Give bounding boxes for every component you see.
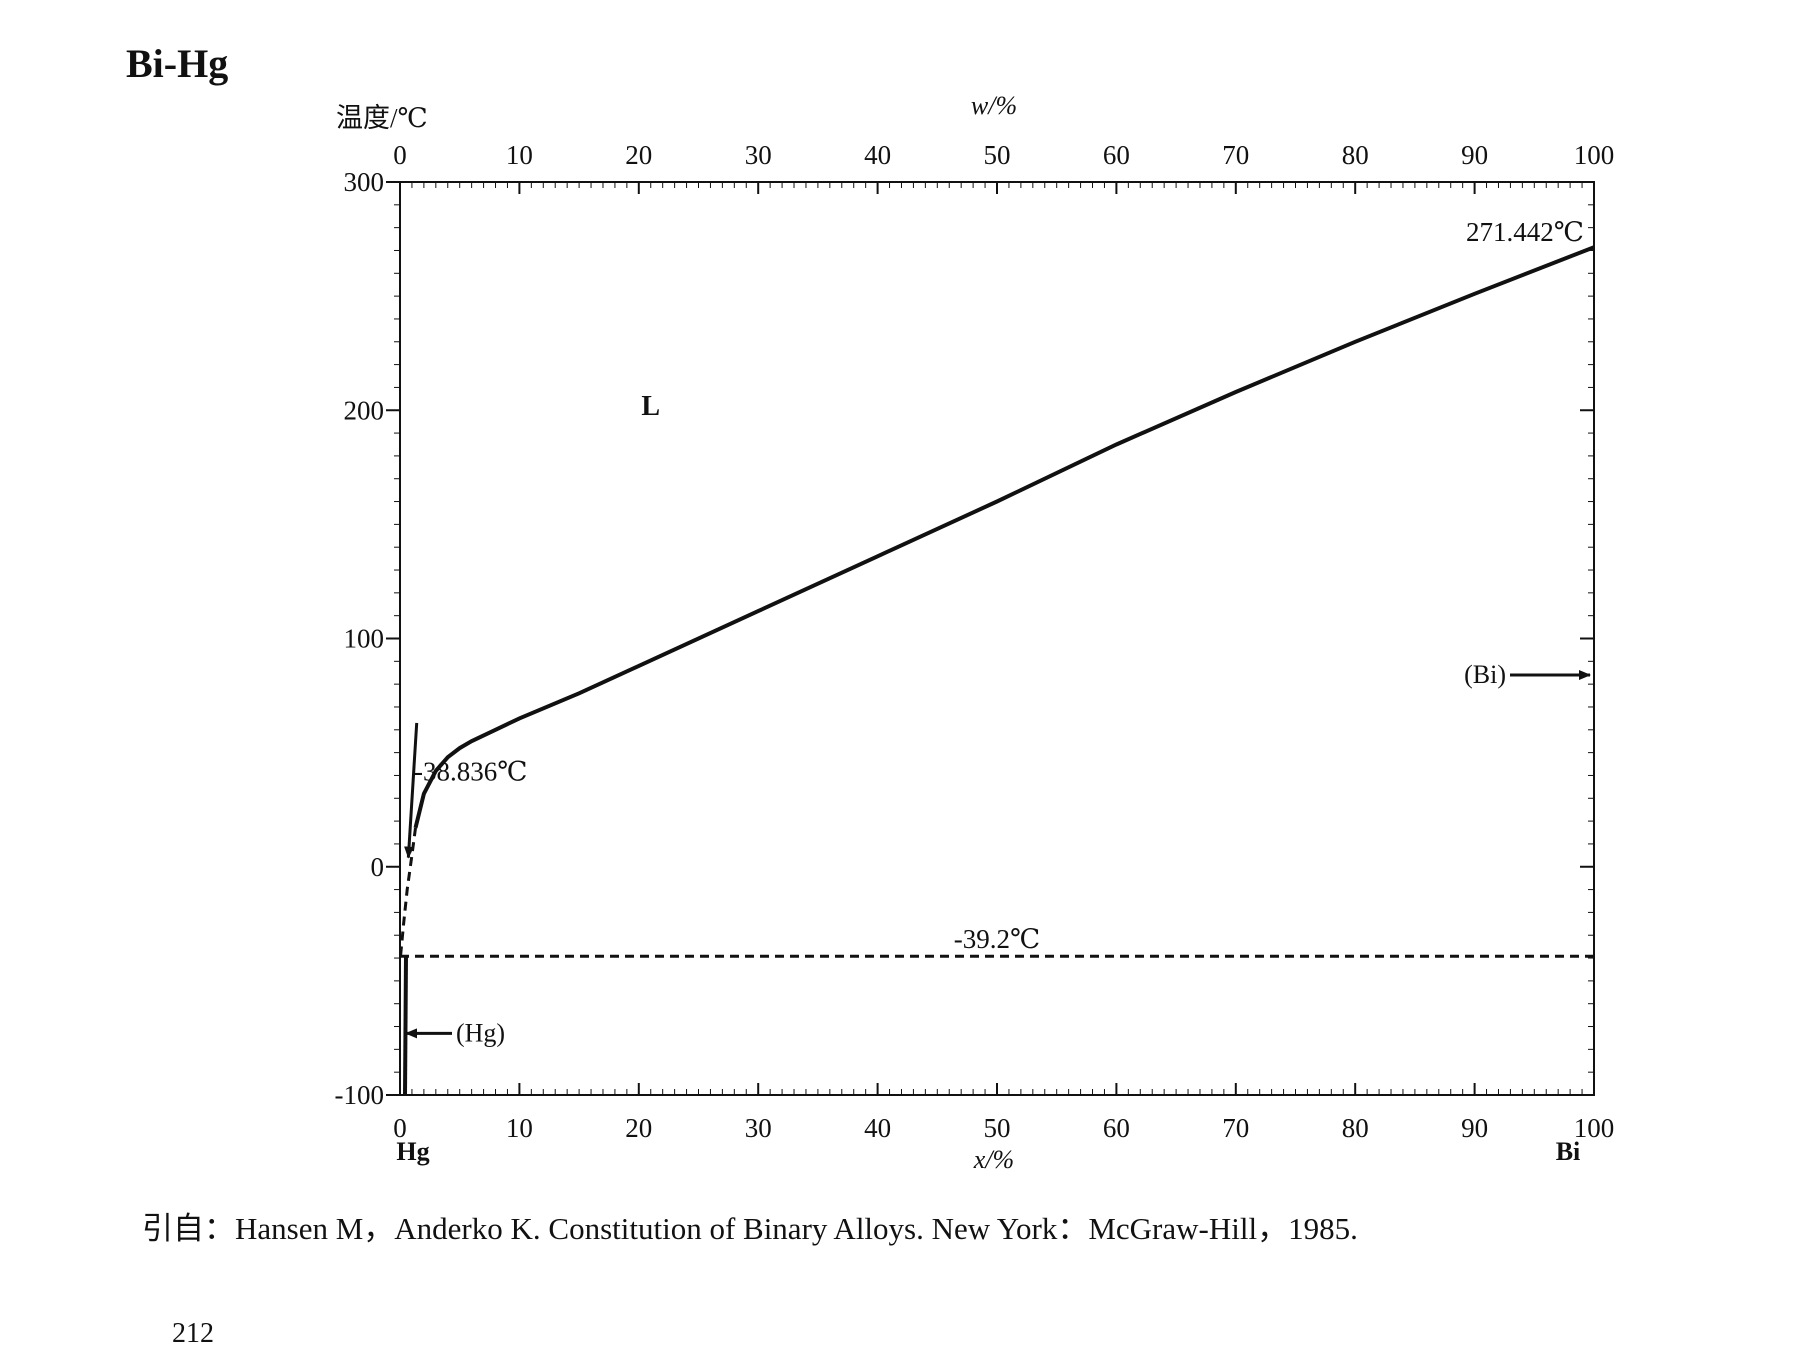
hg-melting-point-arrow bbox=[404, 722, 419, 859]
x2-tick-label: 20 bbox=[625, 140, 652, 170]
x2-tick-label: 50 bbox=[984, 140, 1011, 170]
annotation-layer: L 271.442℃ -38.836℃ -39.2℃ (Bi) (Hg) bbox=[404, 217, 1591, 1047]
x2-tick-label: 70 bbox=[1222, 140, 1249, 170]
x2-tick-label: 40 bbox=[864, 140, 891, 170]
x-tick-label: 10 bbox=[506, 1113, 533, 1143]
x-tick-label: 90 bbox=[1461, 1113, 1488, 1143]
x2-tick-label: 90 bbox=[1461, 140, 1488, 170]
y-tick-label: -100 bbox=[335, 1080, 385, 1110]
y-axis-label: 温度/℃ bbox=[336, 103, 428, 133]
series-layer bbox=[399, 245, 1595, 1096]
liquidus-line bbox=[413, 245, 1595, 829]
axis-labels: 温度/℃ w/% x/% Hg Bi bbox=[336, 91, 1580, 1174]
y-tick-label: 200 bbox=[344, 395, 385, 425]
bi-melting-point-label: 271.442℃ bbox=[1466, 217, 1584, 247]
top-axis-label: w/% bbox=[971, 91, 1017, 120]
y-tick-label: 300 bbox=[344, 167, 385, 197]
region-label-liquid: L bbox=[641, 391, 660, 422]
y-tick-label: 100 bbox=[344, 624, 385, 654]
x2-tick-label: 60 bbox=[1103, 140, 1130, 170]
x2-tick-label: 80 bbox=[1342, 140, 1369, 170]
hg-solvus-line bbox=[403, 955, 408, 1096]
tick-marks bbox=[386, 181, 1595, 1096]
x2-tick-label: 0 bbox=[393, 140, 407, 170]
left-element-label: Hg bbox=[396, 1137, 429, 1166]
hg-phase-label: (Hg) bbox=[456, 1018, 505, 1047]
eutectic-temp-label: -39.2℃ bbox=[954, 924, 1040, 954]
figure-caption: 引自：Hansen M，Anderko K. Constitution of B… bbox=[142, 1211, 1358, 1246]
bi-phase-label: (Bi) bbox=[1464, 660, 1506, 689]
hg-melting-point-label: -38.836℃ bbox=[414, 756, 527, 786]
liquidus-dashed-line bbox=[399, 827, 417, 956]
x-tick-label: 30 bbox=[745, 1113, 772, 1143]
x2-tick-label: 10 bbox=[506, 140, 533, 170]
bottom-axis-label: x/% bbox=[973, 1145, 1014, 1174]
x-tick-label: 60 bbox=[1103, 1113, 1130, 1143]
x-tick-label: 70 bbox=[1222, 1113, 1249, 1143]
tick-labels: 0 10 20 30 40 50 60 70 80 90 100 0 10 20 30 40 50 60 70 80 9… bbox=[335, 140, 1615, 1143]
y-tick-label: 0 bbox=[371, 852, 385, 882]
x-tick-label: 80 bbox=[1342, 1113, 1369, 1143]
x-tick-label: 100 bbox=[1574, 1113, 1615, 1143]
x2-tick-label: 30 bbox=[745, 140, 772, 170]
x-tick-label: 20 bbox=[625, 1113, 652, 1143]
page-title: Bi-Hg bbox=[126, 41, 229, 86]
x-tick-label: 40 bbox=[864, 1113, 891, 1143]
right-element-label: Bi bbox=[1556, 1137, 1581, 1166]
x-tick-label: 50 bbox=[984, 1113, 1011, 1143]
page-number: 212 bbox=[172, 1318, 214, 1349]
x-tick-label: 0 bbox=[393, 1113, 407, 1143]
x2-tick-label: 100 bbox=[1574, 140, 1615, 170]
